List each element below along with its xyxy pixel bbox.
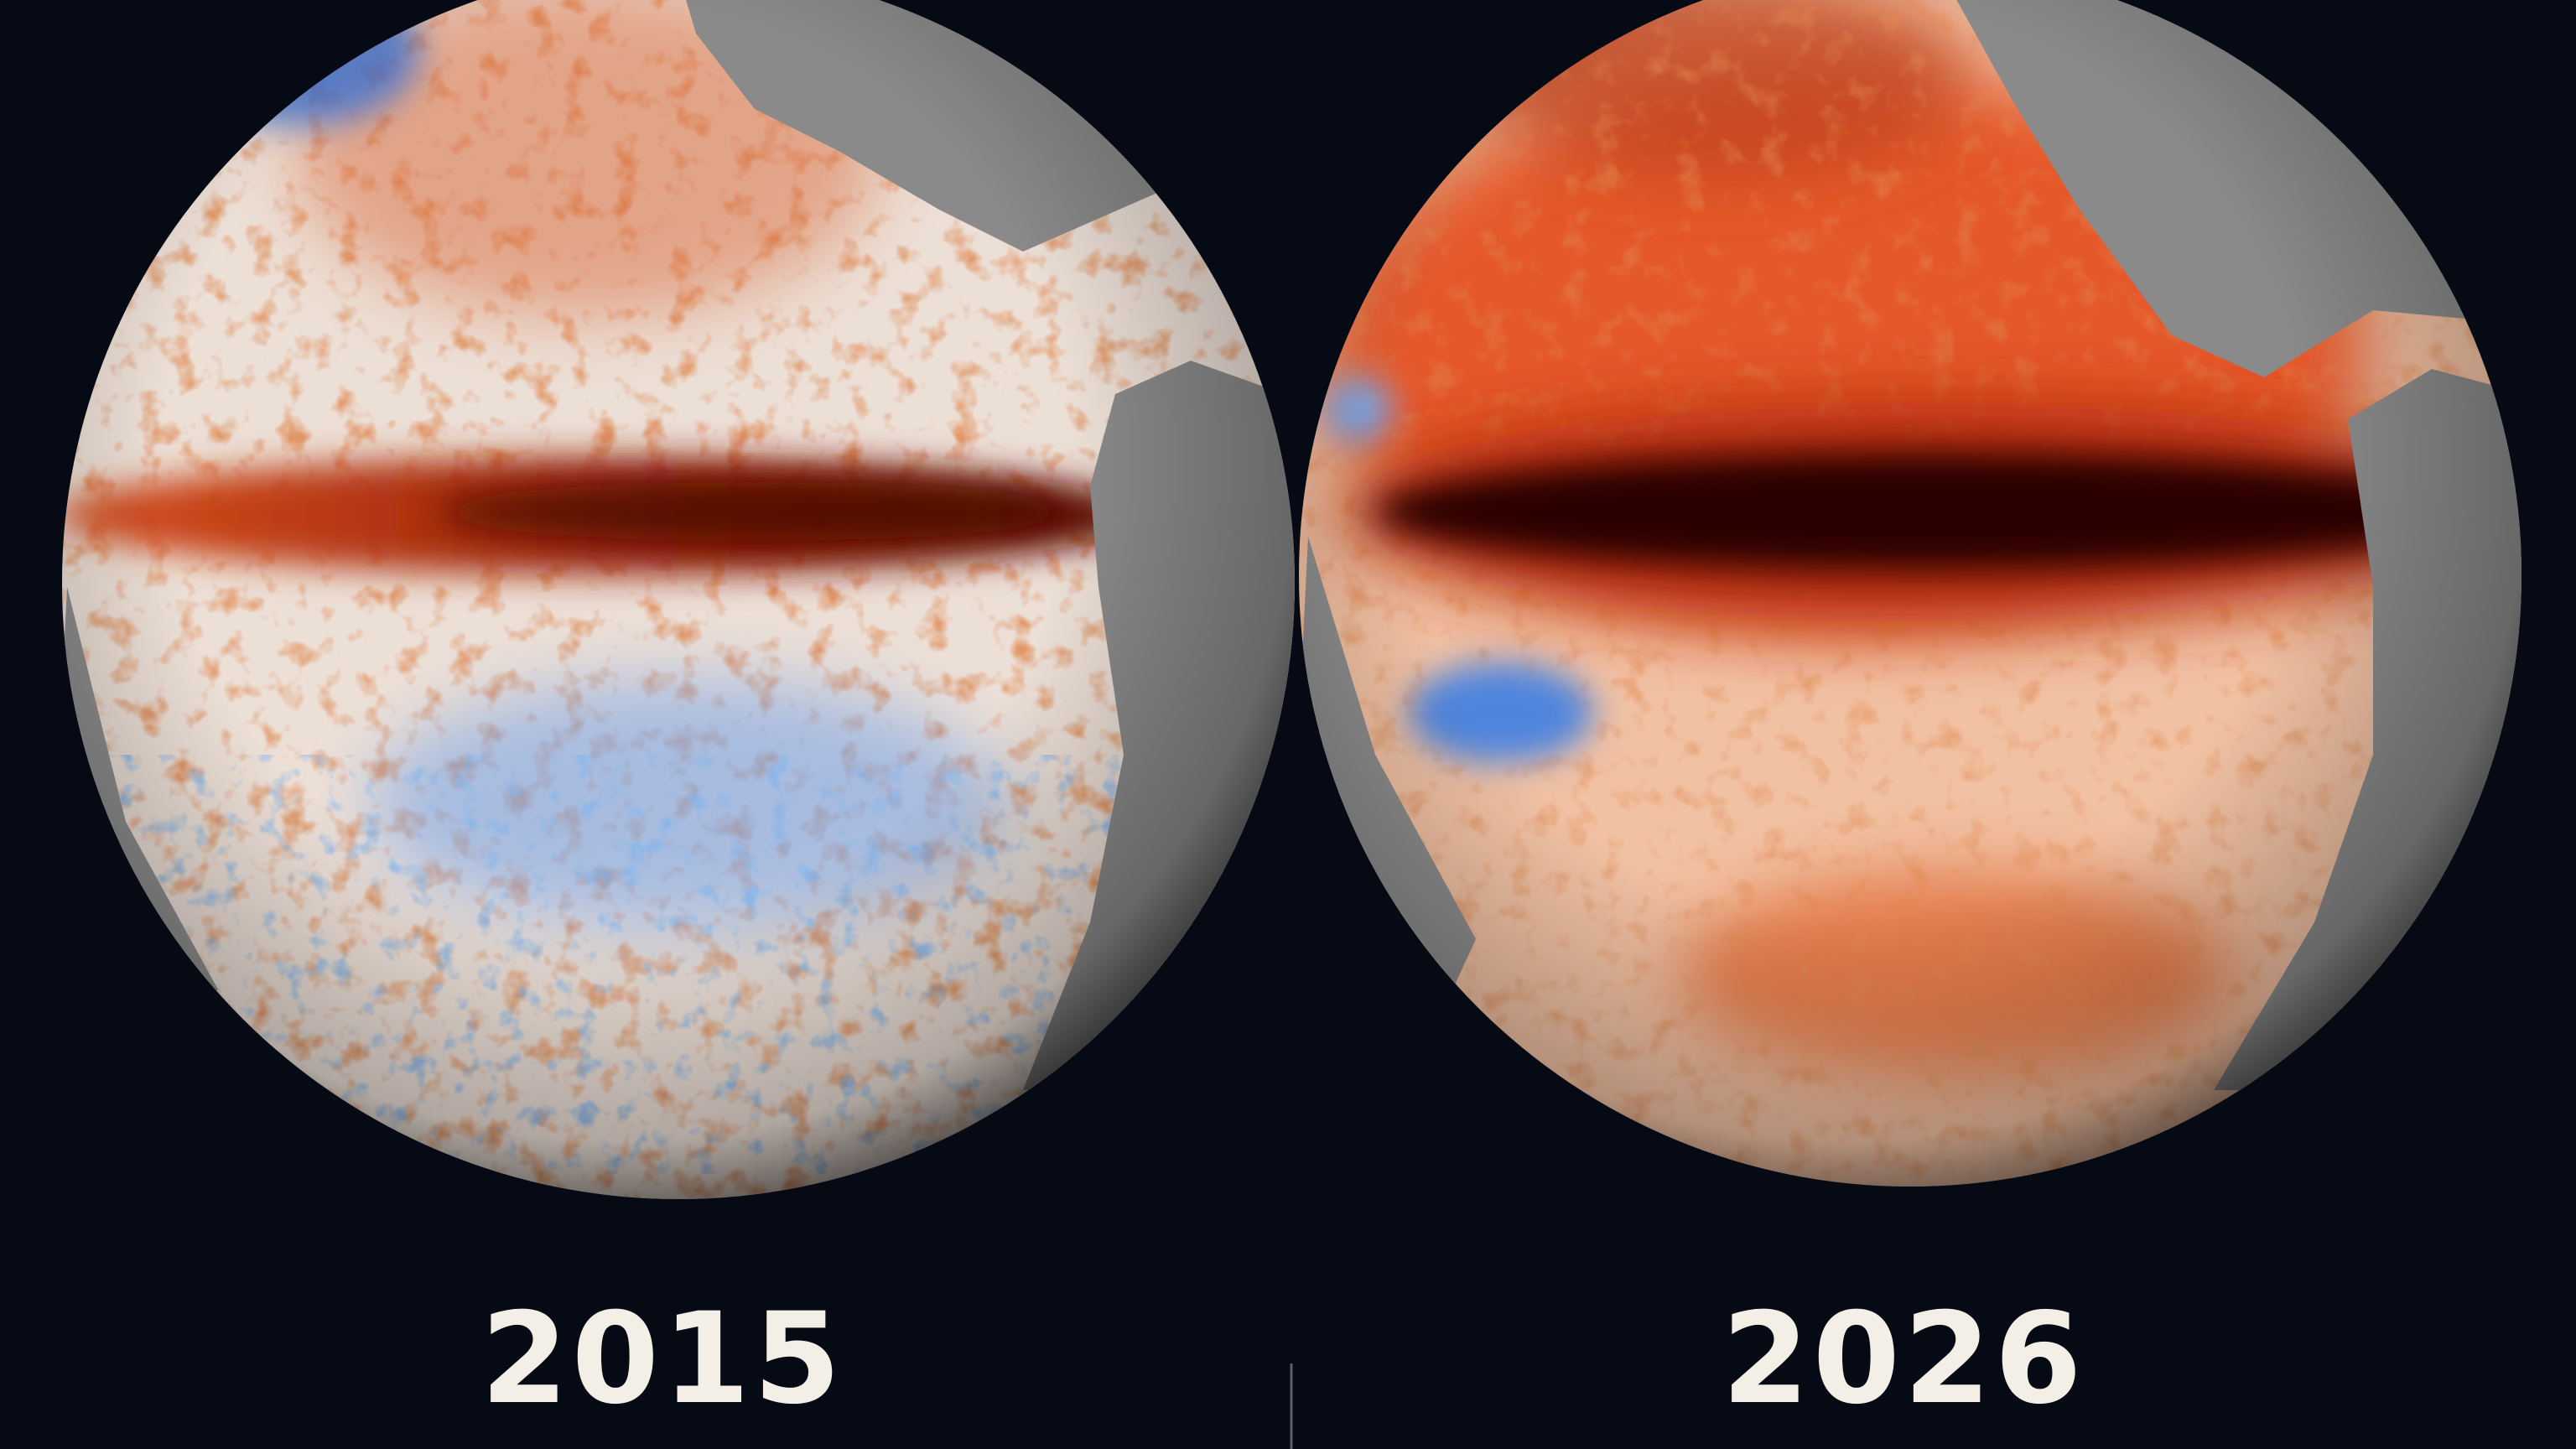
year-label: 2026: [1722, 1286, 2085, 1432]
globe-2026: [1299, 0, 2521, 1187]
globe-2015: [62, 0, 1295, 1199]
year-label: 2015: [480, 1286, 844, 1432]
